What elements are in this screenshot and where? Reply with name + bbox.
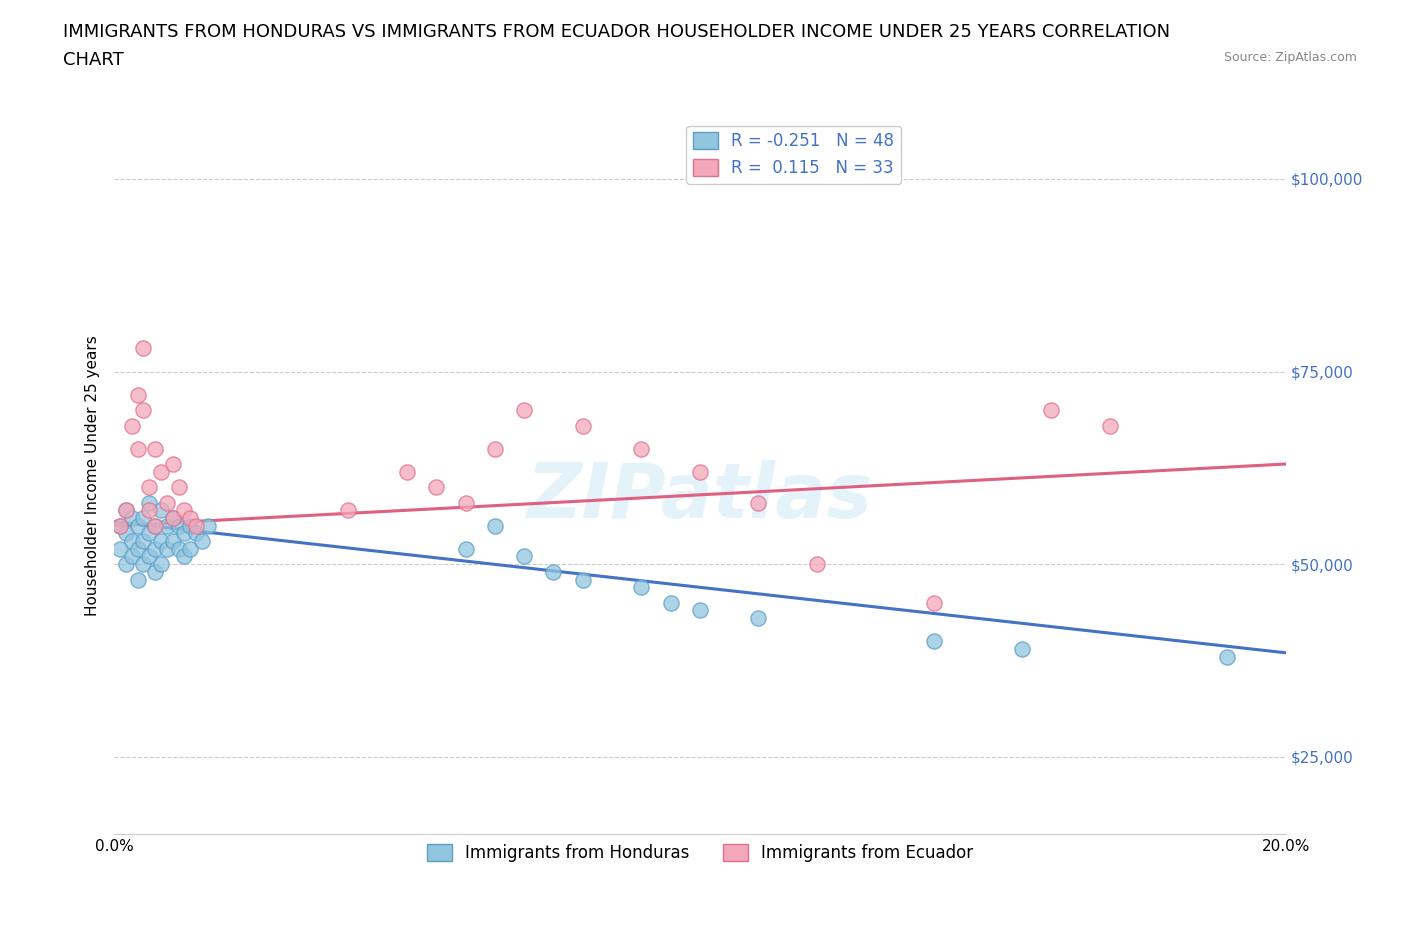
Point [1098,418,1121,433]
Point [108,518,131,533]
Point [138,480,160,495]
Point [454,541,477,556]
Text: CHART: CHART [63,51,124,69]
Point [150,557,173,572]
Point [143,441,166,456]
Point [132,511,155,525]
Text: ZIPatlas: ZIPatlas [527,460,873,534]
Point [115,503,138,518]
Point [150,534,173,549]
Legend: Immigrants from Honduras, Immigrants from Ecuador: Immigrants from Honduras, Immigrants fro… [420,837,980,869]
Point [127,518,149,533]
Text: Source: ZipAtlas.com: Source: ZipAtlas.com [1223,51,1357,64]
Point [186,518,208,533]
Point [396,464,419,479]
Point [167,518,190,533]
Point [571,572,593,587]
Point [179,518,201,533]
Point [108,518,131,533]
Point [127,441,149,456]
Point [571,418,593,433]
Point [806,557,828,572]
Point [143,518,166,533]
Point [513,549,536,564]
Point [121,549,143,564]
Point [513,403,536,418]
Point [108,541,131,556]
Point [543,565,565,579]
Point [922,595,945,610]
Point [197,518,219,533]
Point [689,464,711,479]
Point [138,503,160,518]
Point [162,534,184,549]
Point [138,526,160,541]
Point [1040,403,1063,418]
Point [186,526,208,541]
Point [173,549,195,564]
Point [115,526,138,541]
Point [143,518,166,533]
Point [337,503,360,518]
Point [143,541,166,556]
Point [689,603,711,618]
Point [922,634,945,649]
Point [150,503,173,518]
Point [132,403,155,418]
Point [191,534,214,549]
Point [484,441,506,456]
Point [138,495,160,510]
Point [454,495,477,510]
Point [162,457,184,472]
Text: IMMIGRANTS FROM HONDURAS VS IMMIGRANTS FROM ECUADOR HOUSEHOLDER INCOME UNDER 25 : IMMIGRANTS FROM HONDURAS VS IMMIGRANTS F… [63,23,1170,41]
Point [156,495,179,510]
Point [121,418,143,433]
Point [156,541,179,556]
Point [143,565,166,579]
Point [127,572,149,587]
Point [173,526,195,541]
Point [156,518,179,533]
Point [167,480,190,495]
Point [179,541,201,556]
Point [747,611,769,626]
Point [1216,649,1239,664]
Point [132,557,155,572]
Point [179,511,201,525]
Point [121,511,143,525]
Point [127,541,149,556]
Point [132,341,155,356]
Point [132,534,155,549]
Point [115,557,138,572]
Point [138,549,160,564]
Point [121,534,143,549]
Point [115,503,138,518]
Point [425,480,447,495]
Point [630,441,652,456]
Point [630,580,652,595]
Point [659,595,682,610]
Point [127,387,149,402]
Point [167,541,190,556]
Point [162,511,184,525]
Y-axis label: Householder Income Under 25 years: Householder Income Under 25 years [86,335,100,616]
Point [162,511,184,525]
Point [484,518,506,533]
Point [1011,642,1033,657]
Point [150,464,173,479]
Point [173,503,195,518]
Point [747,495,769,510]
